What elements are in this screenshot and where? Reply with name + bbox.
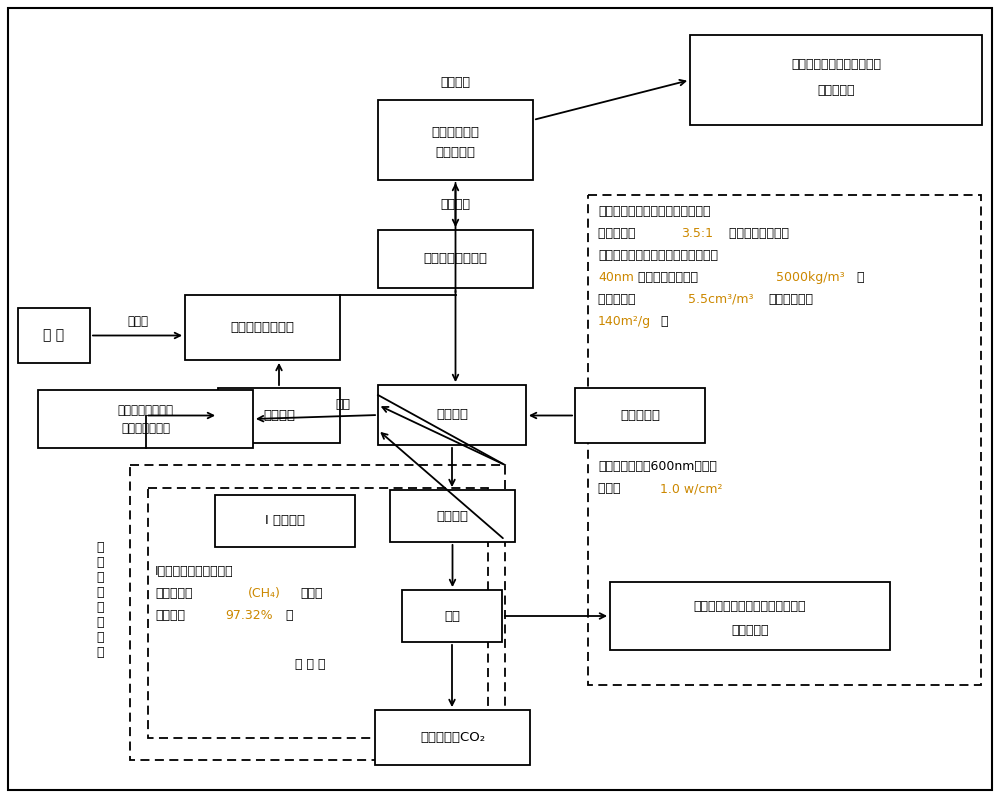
- Text: 过测试为: 过测试为: [155, 609, 185, 622]
- Text: I 级煤层气: I 级煤层气: [265, 515, 305, 527]
- Bar: [218, 388, 340, 443]
- Text: 纳米铜载氧体颗粒: 纳米铜载氧体颗粒: [118, 405, 174, 417]
- Bar: [378, 230, 533, 288]
- Text: 140m²/g: 140m²/g: [598, 315, 651, 328]
- Text: 以摩尔比为: 以摩尔比为: [598, 227, 640, 240]
- Text: 。: 。: [660, 315, 668, 328]
- Text: 燃烧反应: 燃烧反应: [436, 409, 468, 421]
- Text: ，颗粒堆积密度在: ，颗粒堆积密度在: [638, 271, 702, 284]
- Text: 电晕冲击: 电晕冲击: [263, 409, 295, 422]
- Bar: [402, 590, 502, 642]
- Bar: [185, 295, 340, 360]
- Text: 纳米氧化铜载: 纳米氧化铜载: [432, 125, 480, 139]
- Text: ，比表面积在: ，比表面积在: [768, 293, 813, 306]
- Bar: [130, 465, 505, 760]
- Text: 气经干燥。: 气经干燥。: [731, 623, 769, 637]
- Bar: [575, 388, 705, 443]
- Text: 经预热: 经预热: [127, 315, 148, 328]
- Bar: [18, 308, 90, 363]
- Text: 铜载氧体，所述纳米氧化铜的粒径为: 铜载氧体，所述纳米氧化铜的粒径为: [598, 249, 718, 262]
- Text: 纳米氧化铜载氧体: 纳米氧化铜载氧体: [424, 252, 488, 266]
- Text: 提
供
燃
烧
反
应
动
力: 提 供 燃 烧 反 应 动 力: [96, 541, 104, 659]
- Text: 混合气体: 混合气体: [436, 509, 468, 523]
- Text: 3.5:1: 3.5:1: [681, 227, 713, 240]
- Text: 强度为: 强度为: [598, 482, 624, 495]
- Bar: [390, 490, 515, 542]
- Bar: [690, 35, 982, 125]
- Text: 空 气: 空 气: [43, 329, 65, 342]
- Text: 混合制成纳米氧化: 混合制成纳米氧化: [725, 227, 789, 240]
- Text: 冷凝: 冷凝: [444, 610, 460, 622]
- Bar: [378, 385, 526, 445]
- Text: 1.0 w/cm²: 1.0 w/cm²: [660, 482, 722, 495]
- Bar: [148, 488, 488, 738]
- Text: 含少里氧气的剩余空气，以: 含少里氧气的剩余空气，以: [791, 58, 881, 72]
- Text: 97.32%: 97.32%: [225, 609, 273, 622]
- Text: 旋风分离: 旋风分离: [440, 76, 471, 89]
- Text: 收集纯净的CO₂: 收集纯净的CO₂: [420, 731, 485, 744]
- Text: 体积浓度在: 体积浓度在: [598, 293, 640, 306]
- Text: 氮气为主。: 氮气为主。: [817, 84, 855, 97]
- Text: 可见光条件: 可见光条件: [620, 409, 660, 422]
- Bar: [588, 195, 981, 685]
- Bar: [378, 100, 533, 180]
- Text: 将纳米氧化铜与惰性载体二氧化硅: 将纳米氧化铜与惰性载体二氧化硅: [598, 205, 710, 218]
- Bar: [215, 495, 355, 547]
- Text: 纳米铜载氧体颗粒: 纳米铜载氧体颗粒: [230, 321, 294, 334]
- Bar: [610, 582, 890, 650]
- Bar: [375, 710, 530, 765]
- Text: 5000kg/m³: 5000kg/m³: [776, 271, 845, 284]
- Text: 。: 。: [285, 609, 292, 622]
- Bar: [38, 390, 253, 448]
- Text: 含里经: 含里经: [300, 587, 322, 600]
- Text: 5.5cm³/m³: 5.5cm³/m³: [688, 293, 754, 306]
- Text: I级煤层气未经过任何前: I级煤层气未经过任何前: [155, 565, 234, 578]
- Text: （表面沉积碳）: （表面沉积碳）: [121, 422, 170, 436]
- Text: ，: ，: [856, 271, 864, 284]
- Text: (CH₄): (CH₄): [248, 587, 281, 600]
- Text: 旋风分离: 旋风分离: [440, 199, 471, 211]
- Text: 未 凝 气: 未 凝 气: [295, 658, 325, 671]
- Text: 可见光的波长为600nm，辐射: 可见光的波长为600nm，辐射: [598, 460, 717, 473]
- Text: 氧体和烟气: 氧体和烟气: [436, 145, 476, 159]
- Text: 处理，甲烷: 处理，甲烷: [155, 587, 192, 600]
- Text: 40nm: 40nm: [598, 271, 634, 284]
- Text: 水蒸气回收，热里被利用，同时尾: 水蒸气回收，热里被利用，同时尾: [694, 599, 806, 613]
- Text: 分离: 分离: [336, 398, 351, 412]
